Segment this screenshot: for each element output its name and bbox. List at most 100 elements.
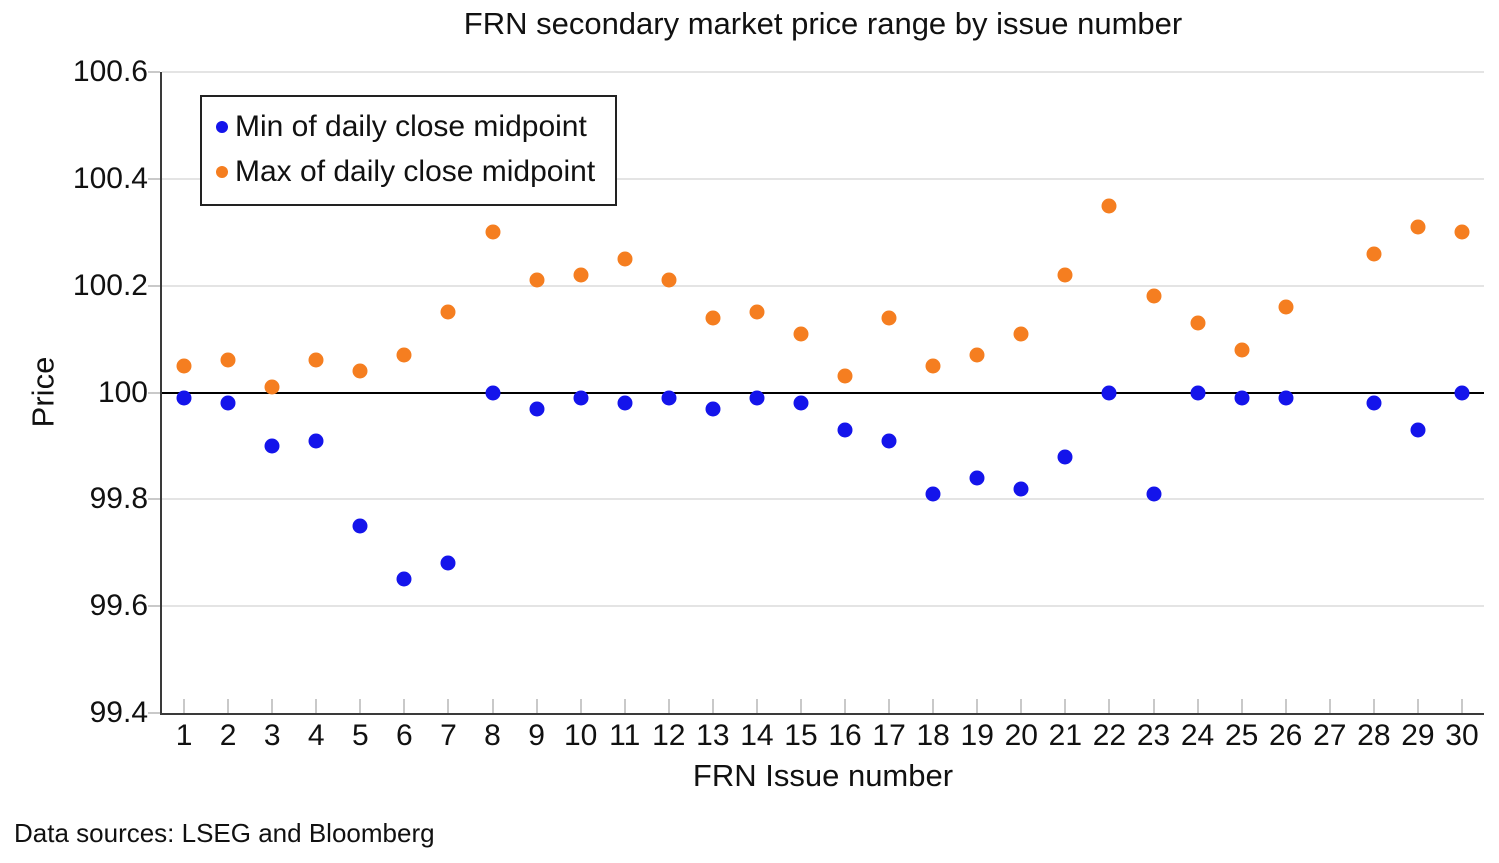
x-tick-label: 25 (1224, 719, 1259, 752)
dot-max-issue-8 (485, 224, 500, 240)
x-tick-label: 23 (1136, 719, 1171, 752)
y-tick-mark (148, 605, 160, 608)
x-tick-mark (227, 699, 230, 713)
x-tick-mark (976, 699, 979, 713)
x-tick-label: 26 (1269, 719, 1303, 752)
gridline-100.2 (162, 284, 1484, 287)
dot-min-issue-22 (1101, 385, 1117, 400)
dot-max-issue-21 (1057, 267, 1073, 283)
x-tick-label: 6 (396, 719, 413, 752)
x-tick-mark (1020, 699, 1023, 713)
y-tick-mark (148, 71, 160, 73)
x-tick-label: 16 (828, 719, 862, 752)
y-axis-line (160, 72, 162, 715)
dot-max-issue-24 (1190, 315, 1206, 331)
dot-max-issue-6 (396, 347, 412, 363)
x-tick-mark (1108, 699, 1111, 713)
y-tick-mark (148, 177, 160, 180)
y-tick-label: 100 (97, 375, 148, 409)
x-tick-mark (932, 699, 935, 713)
y-axis-title: Price (25, 356, 61, 428)
x-tick-mark (1416, 699, 1419, 713)
x-tick-label: 14 (740, 719, 774, 752)
y-tick-label: 99.8 (89, 482, 148, 516)
dot-max-issue-23 (1146, 288, 1161, 304)
dot-min-issue-18 (925, 486, 941, 502)
x-tick-mark (1284, 699, 1287, 713)
x-tick-label: 13 (696, 719, 730, 752)
x-axis-title: FRN Issue number (692, 758, 954, 793)
x-tick-mark (579, 699, 582, 713)
dot-max-issue-10 (573, 267, 589, 283)
x-tick-mark (491, 699, 494, 713)
dot-min-issue-14 (749, 390, 765, 406)
x-tick-label: 8 (484, 719, 501, 752)
x-tick-mark (315, 699, 318, 713)
x-tick-label: 5 (351, 719, 369, 752)
dot-max-issue-19 (969, 347, 985, 363)
x-tick-mark (1240, 699, 1243, 713)
dot-max-issue-20 (1013, 326, 1029, 342)
y-tick-label: 99.4 (89, 696, 148, 729)
reference-line-100 (162, 391, 1484, 394)
x-tick-mark (271, 699, 274, 713)
dot-max-issue-26 (1278, 299, 1294, 315)
dot-min-issue-7 (440, 555, 456, 571)
y-tick-label: 100.4 (72, 161, 148, 195)
data-sources-note: Data sources: LSEG and Bloomberg (14, 818, 435, 848)
dot-max-issue-17 (881, 310, 897, 326)
dot-min-issue-2 (220, 395, 236, 411)
x-tick-mark (888, 699, 891, 713)
dot-max-issue-12 (661, 272, 677, 288)
dot-min-issue-21 (1057, 449, 1073, 465)
dot-max-issue-4 (308, 352, 324, 368)
y-tick-mark (148, 284, 160, 287)
dot-max-issue-3 (264, 379, 280, 395)
x-tick-label: 21 (1048, 719, 1083, 752)
chart-title: FRN secondary market price range by issu… (463, 6, 1183, 41)
dot-max-issue-30 (1454, 224, 1470, 240)
dot-min-issue-17 (881, 433, 897, 449)
legend-label-min: Min of daily close midpoint (235, 110, 587, 143)
dot-max-issue-18 (925, 358, 941, 374)
dot-min-issue-30 (1454, 385, 1470, 400)
x-tick-label: 18 (916, 719, 950, 752)
x-tick-mark (1328, 699, 1331, 713)
x-tick-label: 24 (1180, 719, 1215, 752)
y-tick-mark (148, 498, 160, 501)
x-tick-label: 17 (872, 719, 906, 752)
dot-max-issue-11 (617, 251, 633, 267)
x-tick-label: 12 (652, 719, 686, 752)
dot-max-issue-7 (440, 304, 456, 320)
dot-max-issue-25 (1234, 342, 1250, 358)
x-tick-label: 27 (1313, 719, 1347, 752)
x-tick-mark (1064, 699, 1067, 713)
x-tick-mark (711, 699, 714, 713)
x-tick-mark (799, 699, 802, 713)
dot-min-issue-20 (1013, 481, 1029, 497)
x-tick-label: 29 (1401, 719, 1435, 752)
x-tick-label: 15 (784, 719, 818, 752)
dot-max-issue-29 (1410, 219, 1426, 235)
x-tick-label: 3 (263, 719, 281, 752)
y-tick-mark (148, 712, 160, 714)
dot-max-issue-9 (529, 272, 545, 288)
dot-min-issue-8 (485, 385, 500, 400)
max-series-marker-icon (216, 165, 228, 178)
dot-min-issue-26 (1278, 390, 1294, 406)
x-tick-label: 1 (175, 719, 193, 752)
dot-max-issue-13 (705, 310, 721, 326)
x-tick-label: 19 (960, 719, 994, 752)
dot-min-issue-3 (264, 438, 280, 454)
dot-max-issue-1 (176, 358, 192, 374)
x-tick-mark (623, 699, 626, 713)
dot-min-issue-9 (529, 401, 545, 417)
dot-min-issue-5 (352, 518, 368, 534)
dot-max-issue-15 (793, 326, 809, 342)
plot-area (148, 71, 1484, 715)
x-tick-mark (535, 699, 538, 713)
x-tick-label: 28 (1357, 719, 1391, 752)
x-tick-mark (447, 699, 450, 713)
legend-label-max: Max of daily close midpoint (235, 154, 596, 188)
